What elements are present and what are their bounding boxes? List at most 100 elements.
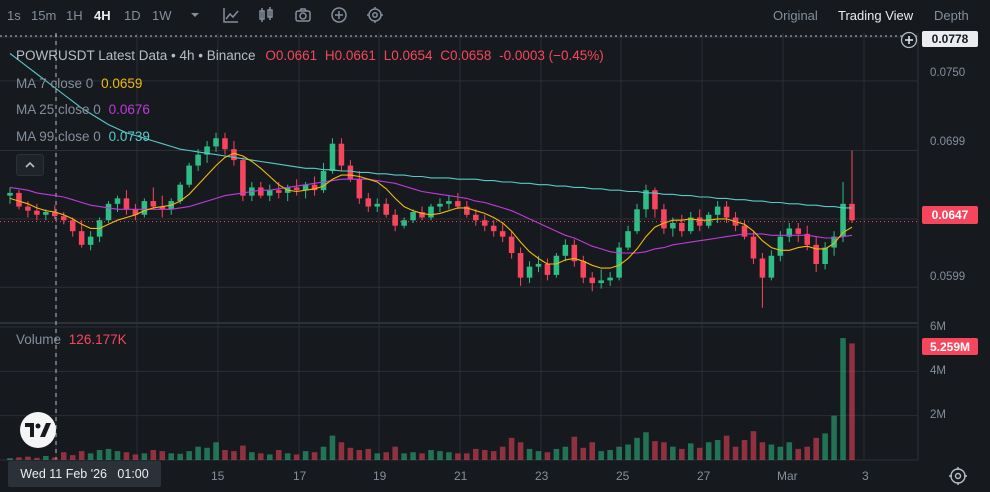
line-chart-icon[interactable] <box>222 6 240 24</box>
date-tick: Mar <box>777 469 798 483</box>
candle-body <box>293 187 300 191</box>
candle-body <box>329 143 336 172</box>
candle-body <box>25 206 31 211</box>
volume-bar <box>526 448 533 460</box>
candle-body <box>204 146 210 155</box>
candle-body <box>661 209 667 229</box>
date-tick: 17 <box>293 469 307 483</box>
volume-bar <box>392 446 398 460</box>
volume-bar <box>60 452 67 460</box>
candle-body <box>741 225 748 237</box>
volume-bar <box>329 435 336 460</box>
volume-bar <box>732 446 739 460</box>
view-original[interactable]: Original <box>773 8 818 23</box>
candle-body <box>679 222 685 232</box>
volume-bar <box>69 455 76 460</box>
candle-body <box>473 214 479 221</box>
price-tick: 0.0699 <box>930 136 966 148</box>
candle-body <box>213 138 219 147</box>
candle-body <box>723 206 730 218</box>
volume-bar <box>428 450 434 460</box>
volume-bar <box>419 453 425 460</box>
candle-body <box>687 217 694 232</box>
date-tick: 23 <box>535 469 549 483</box>
current-price-label: 0.0647 <box>922 206 978 224</box>
candle-body <box>580 261 587 278</box>
tradingview-logo[interactable] <box>20 412 56 448</box>
timeframe-4h[interactable]: 4H <box>94 8 111 23</box>
ma99-label: MA 99 close 0 <box>16 129 101 144</box>
volume-bar <box>768 444 775 460</box>
volume-bar <box>43 456 49 460</box>
candle-body <box>777 236 784 256</box>
volume-bar <box>105 448 112 460</box>
volume-bar <box>365 448 372 460</box>
volume-bar <box>562 446 569 460</box>
candle-body <box>374 203 381 207</box>
candle-body <box>114 198 121 204</box>
toolbar: 1s 15m 1H 4H 1D 1W Original Trading View… <box>0 0 990 32</box>
volume-bar <box>284 453 291 460</box>
chevron-up-icon <box>25 161 35 168</box>
candle-body <box>186 165 192 185</box>
candle-body <box>320 171 327 191</box>
camera-icon[interactable] <box>294 6 312 24</box>
volume-bar <box>849 343 855 460</box>
ma7-line <box>9 152 853 269</box>
candle-body <box>526 266 533 278</box>
timeframe-1h[interactable]: 1H <box>66 8 83 23</box>
ma99-value: 0.0739 <box>108 129 150 144</box>
chevron-down-icon[interactable] <box>186 6 204 24</box>
candle-body <box>437 203 443 207</box>
timeframe-1w[interactable]: 1W <box>152 8 172 23</box>
crosshair-date-label: Wed 11 Feb '26 01:00 <box>8 461 161 487</box>
symbol-title: POWRUSDT Latest Data • 4h • Binance <box>16 48 256 63</box>
candle-body <box>822 247 828 264</box>
settings-gear-icon[interactable] <box>366 6 384 24</box>
candle-body <box>589 277 596 284</box>
open-value: O0.0661 <box>265 48 318 63</box>
volume-bar <box>25 456 31 460</box>
low-value: L0.0654 <box>383 48 433 63</box>
volume-bar <box>177 453 183 460</box>
candle-body <box>607 277 613 281</box>
volume-bar <box>813 437 819 460</box>
volume-bar <box>786 442 793 460</box>
timeframe-1d[interactable]: 1D <box>124 8 141 23</box>
ma7-value: 0.0659 <box>101 76 143 91</box>
volume-bar <box>616 446 622 460</box>
timeframe-15m[interactable]: 15m <box>31 8 57 23</box>
view-depth[interactable]: Depth <box>934 8 969 23</box>
candle-body <box>562 244 569 256</box>
candle-body <box>670 222 676 229</box>
collapse-legend-button[interactable] <box>16 154 44 176</box>
add-alert-icon[interactable] <box>900 31 918 49</box>
volume-bar <box>96 450 103 460</box>
date-tick: 3 <box>862 469 869 483</box>
view-trading-view[interactable]: Trading View <box>838 8 914 23</box>
top-price-label: 0.0778 <box>922 31 978 47</box>
volume-bar <box>16 457 22 460</box>
chart-settings-icon[interactable] <box>948 466 968 486</box>
candle-body <box>849 203 855 221</box>
date-tick: 15 <box>211 469 225 483</box>
timeframe-1s[interactable]: 1s <box>7 8 21 23</box>
volume-bar <box>114 451 121 460</box>
candle-body <box>643 190 649 210</box>
volume-bar <box>293 454 300 460</box>
add-indicator-icon[interactable] <box>330 6 348 24</box>
candle-body <box>804 233 810 245</box>
volume-tick: 6M <box>930 321 946 333</box>
volume-bar <box>777 446 784 460</box>
volume-bar <box>446 452 452 460</box>
candle-body <box>831 236 837 248</box>
volume-bar <box>132 454 139 460</box>
volume-bar <box>383 452 389 460</box>
candle-chart-icon[interactable] <box>257 6 275 24</box>
volume-bar <box>661 442 667 460</box>
candle-body <box>177 184 183 202</box>
candle-body <box>311 184 318 191</box>
candle-body <box>401 220 407 226</box>
candle-body <box>616 247 622 278</box>
